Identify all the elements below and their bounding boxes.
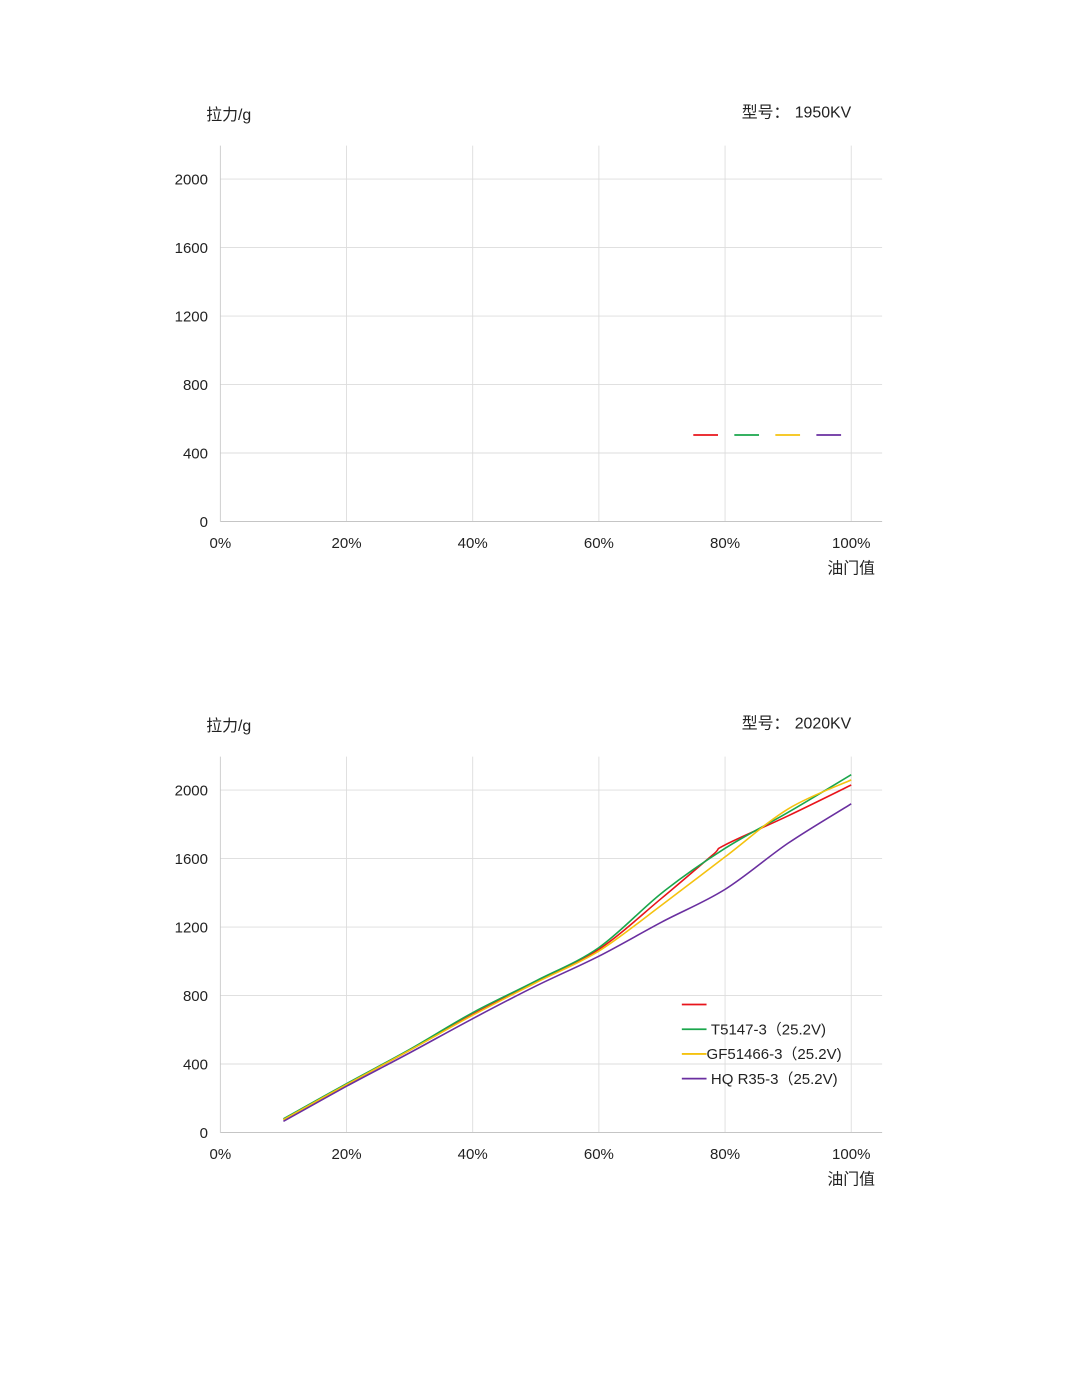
- y-tick-label: 800: [183, 377, 208, 394]
- x-axis-label: 油门值: [827, 1171, 875, 1189]
- model-text: 型号： 1950KV: [742, 103, 852, 121]
- model-text: 型号： 2020KV: [742, 714, 852, 732]
- x-tick-label: 100%: [832, 535, 870, 552]
- y-tick-label: 400: [183, 445, 208, 462]
- x-tick-label: 0%: [210, 1146, 232, 1163]
- series-line-3: [283, 803, 852, 1123]
- y-tick-label: 0: [200, 1125, 208, 1142]
- legend-label-3: HQ R35-3（25.2V): [711, 1071, 838, 1088]
- legend-label-1: T5147-3（25.2V): [711, 1022, 826, 1039]
- y-tick-label: 2000: [175, 171, 208, 188]
- x-tick-label: 0%: [210, 535, 232, 552]
- y-tick-label: 800: [183, 988, 208, 1005]
- x-tick-label: 40%: [458, 535, 488, 552]
- y-axis-label: 拉力/g: [206, 106, 251, 124]
- y-tick-label: 2000: [175, 782, 208, 799]
- y-tick-label: 400: [183, 1056, 208, 1073]
- chart-1950kv: 拉力/g 型号： 1950KV 0% 20% 40% 60% 80% 100% 0 400 800 12…: [175, 103, 883, 578]
- y-tick-label: 1200: [175, 919, 208, 936]
- x-tick-label: 80%: [710, 1146, 740, 1163]
- y-tick-label: 1600: [175, 240, 208, 257]
- series-line-0: [283, 784, 852, 1121]
- model-value: 1950KV: [795, 104, 852, 121]
- model-label: 型号：: [742, 103, 790, 121]
- x-tick-label: 20%: [332, 1146, 362, 1163]
- x-tick-label: 20%: [332, 535, 362, 552]
- model-label: 型号：: [742, 714, 790, 732]
- x-axis-label: 油门值: [827, 560, 875, 578]
- series-line-2: [283, 779, 852, 1121]
- x-tick-label: 100%: [832, 1146, 870, 1163]
- y-axis-label: 拉力/g: [206, 717, 251, 735]
- x-tick-label: 60%: [584, 1146, 614, 1163]
- x-tick-label: 80%: [710, 535, 740, 552]
- chart-2020kv: 拉力/g 型号： 2020KV 0% 20% 40% 60% 80% 100% 0 400 800 12…: [175, 714, 883, 1189]
- x-tick-label: 40%: [458, 1146, 488, 1163]
- y-tick-label: 1200: [175, 308, 208, 325]
- model-value: 2020KV: [795, 715, 852, 732]
- x-tick-label: 60%: [584, 535, 614, 552]
- y-tick-label: 0: [200, 514, 208, 531]
- y-tick-label: 1600: [175, 851, 208, 868]
- legend-label-2: GF51466-3（25.2V): [707, 1046, 842, 1063]
